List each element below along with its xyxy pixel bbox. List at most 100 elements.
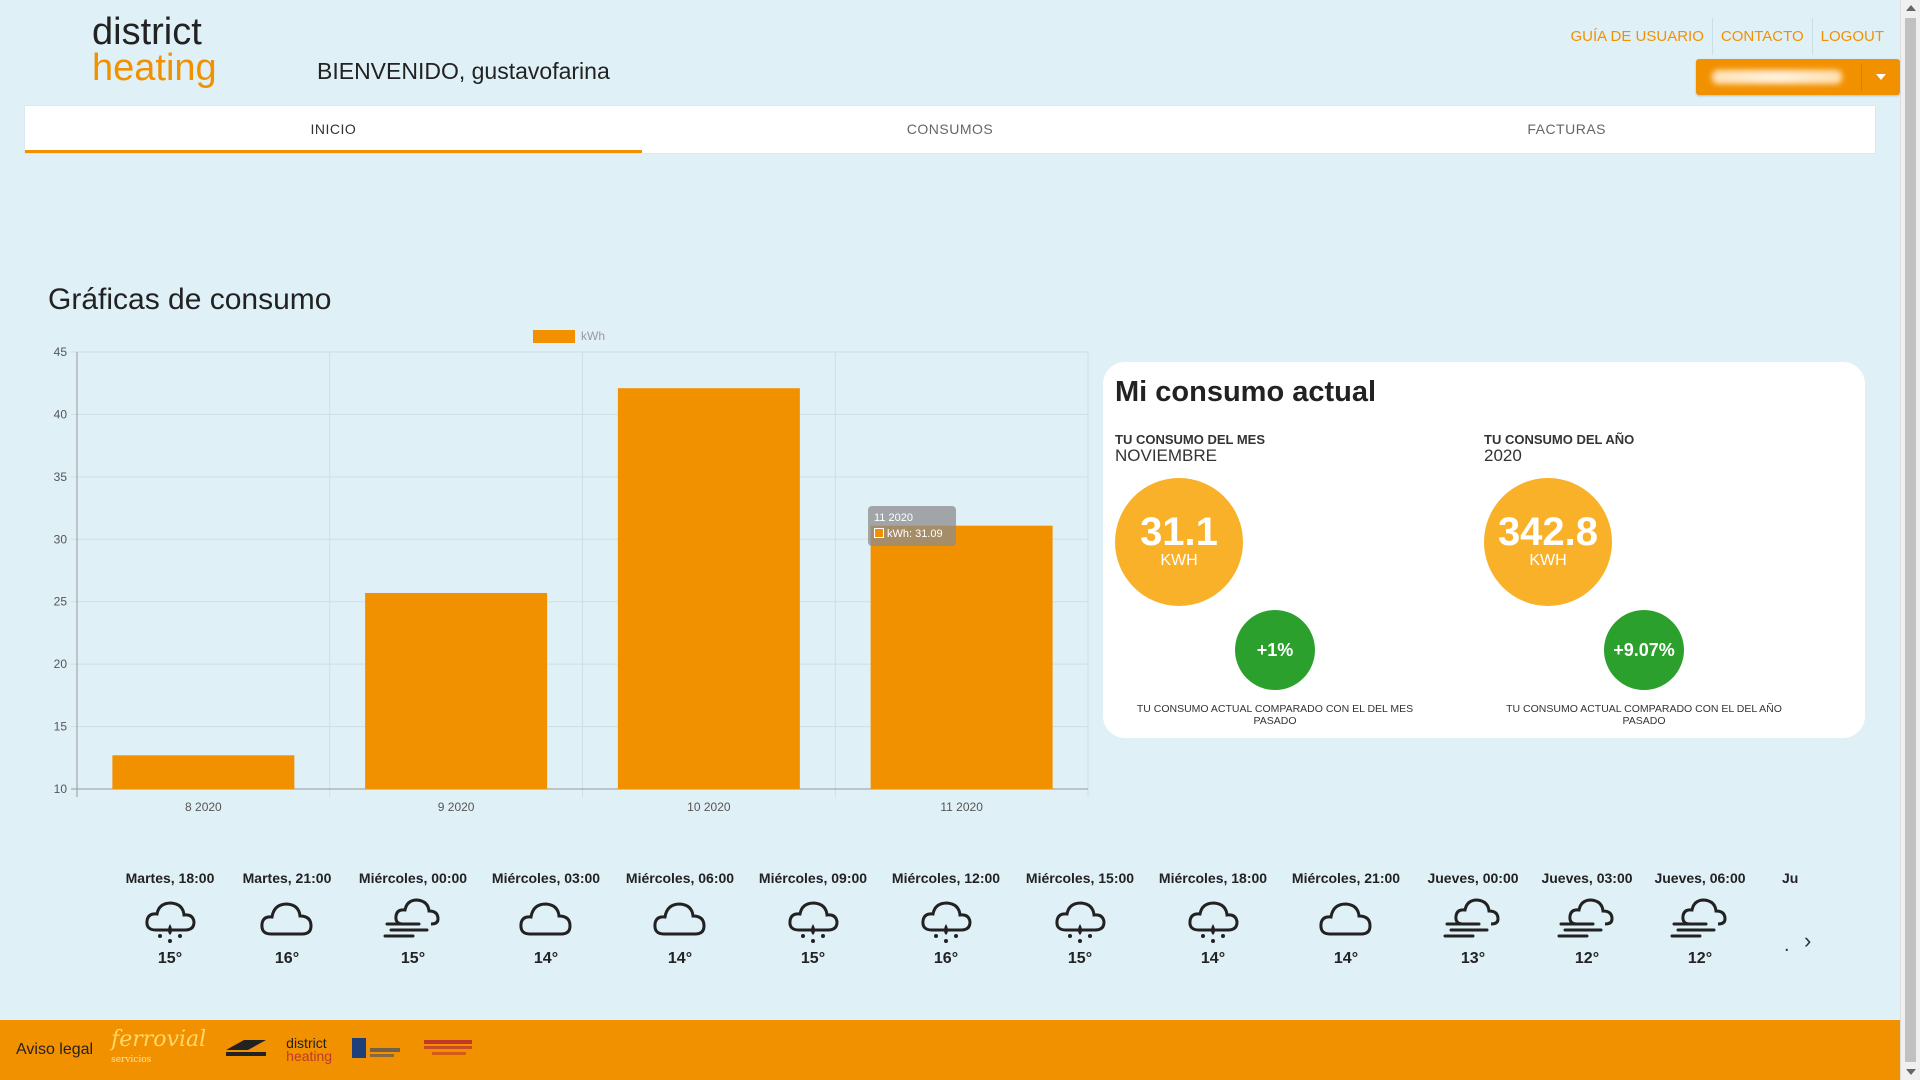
weather-temp: 16° (933, 950, 959, 967)
cloud-icon (519, 902, 572, 936)
ferrovial-logo-sub: servicios (111, 1055, 152, 1065)
y-tick-label: 35 (54, 470, 68, 484)
bar-8-2020 (112, 755, 295, 789)
y-tick-label: 20 (54, 657, 68, 671)
cloud-icon (1319, 902, 1372, 936)
account-name-redacted (1712, 70, 1842, 84)
year-change-badge: +9.07% (1604, 610, 1684, 690)
wind-cloud-icon (1443, 898, 1500, 938)
weather-time: Miércoles, 03:00 (491, 870, 601, 886)
weather-time: Martes, 18:00 (125, 870, 215, 886)
weather-item: Miércoles, 09:00 15° (748, 870, 878, 968)
tab-facturas[interactable]: FACTURAS (1527, 121, 1607, 137)
dropdown-divider (1861, 63, 1862, 91)
rain-icon (145, 901, 196, 943)
ferrovial-logo: ferrovial servicios (111, 1027, 207, 1070)
rain-icon (1188, 901, 1239, 943)
yearly-consumption: TU CONSUMO DEL AÑO 2020 342.8 KWH +9.07%… (1484, 432, 1844, 727)
month-value-circle: 31.1 KWH (1115, 478, 1243, 606)
y-tick-label: 15 (54, 720, 68, 734)
legal-notice-link[interactable]: Aviso legal (16, 1041, 94, 1058)
x-tick-label: 8 2020 (185, 800, 222, 814)
user-guide-link[interactable]: GUÍA DE USUARIO (1570, 28, 1704, 45)
logo-line2: heating (92, 47, 217, 89)
legend-swatch (533, 330, 575, 343)
weather-time: Miércoles, 00:00 (358, 870, 468, 886)
carousel-dot: . (1784, 934, 1790, 956)
cloud-icon (653, 902, 706, 936)
rain-icon (1055, 901, 1106, 943)
y-tick-label: 30 (54, 532, 68, 546)
weather-time: Jueves, 03:00 (1541, 870, 1633, 886)
x-tick-label: 11 2020 (940, 800, 983, 814)
wind-cloud-icon (383, 898, 440, 938)
tab-inicio[interactable]: INICIO (25, 106, 642, 153)
scroll-up-icon[interactable] (1906, 5, 1916, 11)
partner-logo (224, 1036, 268, 1065)
footer-logo-line1: district (286, 1035, 327, 1051)
weather-time: Miércoles, 06:00 (625, 870, 735, 886)
weather-temp: 14° (533, 950, 559, 967)
weather-time: Miércoles, 21:00 (1291, 870, 1401, 886)
card-title: Mi consumo actual (1115, 376, 1377, 408)
tooltip-swatch (874, 528, 884, 538)
monthly-consumption: TU CONSUMO DEL MES NOVIEMBRE 31.1 KWH +1… (1115, 432, 1475, 727)
weather-temp: 16° (274, 950, 300, 967)
logout-link[interactable]: LOGOUT (1811, 18, 1892, 55)
y-tick-label: 40 (54, 407, 68, 421)
year-value: 342.8 (1497, 510, 1599, 554)
contact-link[interactable]: CONTACTO (1711, 18, 1812, 55)
bar-11-2020 (870, 525, 1053, 789)
month-change-badge: +1% (1235, 610, 1315, 690)
tooltip-title: 11 2020 (874, 512, 913, 524)
account-select-dropdown[interactable] (1696, 59, 1900, 95)
weather-temp: 15° (400, 950, 426, 967)
chart-section-title: Gráficas de consumo (48, 283, 332, 316)
ferrovial-logo-text: ferrovial (111, 1027, 207, 1052)
city-council-logo-icon (352, 1037, 401, 1058)
weather-item: Jueves, 06:00 12° (1635, 870, 1765, 968)
month-compare-text: TU CONSUMO ACTUAL COMPARADO CON EL DEL M… (1136, 703, 1414, 727)
chevron-down-icon[interactable] (1876, 74, 1886, 80)
weather-temp: 14° (1333, 950, 1359, 967)
bar-10-2020 (617, 388, 800, 789)
wind-cloud-icon (1670, 898, 1727, 938)
weather-temp: 12° (1574, 950, 1600, 967)
top-links: GUÍA DE USUARIO CONTACTO LOGOUT (1563, 18, 1892, 55)
tooltip-value-row: kWh: 31.09 (874, 526, 950, 542)
weather-time: Jueves, 06:00 (1654, 870, 1746, 886)
weather-item: Martes, 18:00 15° (105, 870, 235, 968)
welcome-message: BIENVENIDO, gustavofarina (317, 58, 610, 84)
weather-time: Miércoles, 15:00 (1025, 870, 1135, 886)
weather-time: Martes, 21:00 (242, 870, 332, 886)
consumption-chart: kWh 10 15 20 25 30 35 40 45 8 2020 9 2020 10 2020 11… (30, 320, 1100, 840)
rain-icon (788, 901, 839, 943)
weather-item: Martes, 21:00 16° (222, 870, 352, 968)
x-tick-label: 9 2020 (438, 800, 475, 814)
month-value: 31.1 (1140, 510, 1218, 554)
bar-9-2020 (365, 592, 548, 789)
weather-item: Ju (1782, 870, 1812, 886)
next-arrow-icon[interactable]: › (1804, 928, 1812, 953)
year-compare-text: TU CONSUMO ACTUAL COMPARADO CON EL DEL A… (1506, 703, 1782, 727)
weather-time: Ju (1782, 870, 1799, 886)
scroll-down-icon[interactable] (1906, 1069, 1916, 1075)
weather-forecast: . › Martes, 18:00 15° Martes, 21:00 16° Miér… (0, 870, 1900, 1000)
footer: Aviso legal ferrovial servicios district … (0, 1020, 1900, 1080)
scroll-thumb[interactable] (1905, 18, 1916, 1062)
rain-icon (921, 901, 972, 943)
district-heating-logo[interactable]: district heating (92, 13, 217, 89)
partner-logo-icon (226, 1039, 267, 1056)
weather-item: Miércoles, 21:00 14° (1281, 870, 1411, 968)
weather-temp: 14° (1200, 950, 1226, 967)
wind-cloud-icon (1557, 898, 1614, 938)
footer-logo-line2: heating (286, 1048, 333, 1064)
weather-item: Miércoles, 12:00 16° (881, 870, 1011, 968)
weather-time: Miércoles, 09:00 (758, 870, 868, 886)
bar-chart-svg: kWh 10 15 20 25 30 35 40 45 8 2020 9 2020 10 2020 11… (54, 329, 1089, 814)
month-label: TU CONSUMO DEL MES (1115, 432, 1265, 447)
tab-consumos[interactable]: CONSUMOS (906, 121, 994, 137)
y-tick-label: 10 (54, 782, 68, 796)
page-scrollbar[interactable] (1900, 0, 1920, 1080)
weather-item: Miércoles, 15:00 15° (1015, 870, 1145, 968)
